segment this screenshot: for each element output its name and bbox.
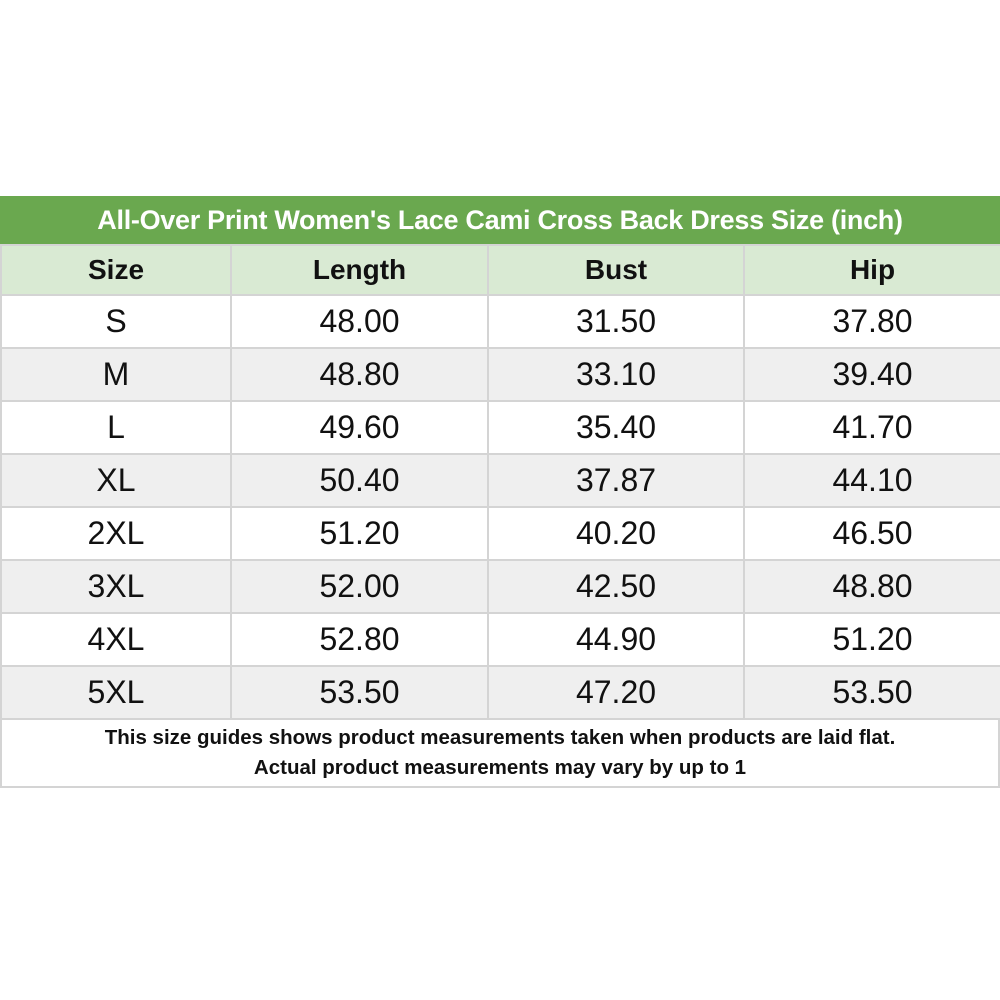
cell-size: 2XL [0,506,232,561]
cell-hip: 37.80 [743,294,1000,349]
table-row: 3XL 52.00 42.50 48.80 [0,559,1000,614]
cell-hip: 53.50 [743,665,1000,720]
cell-bust: 40.20 [487,506,745,561]
cell-length: 50.40 [230,453,489,508]
size-table: Size Length Bust Hip S 48.00 31.50 37.80 M 48… [0,244,1000,720]
table-row: M 48.80 33.10 39.40 [0,347,1000,402]
column-header-hip: Hip [743,244,1000,296]
cell-size: 5XL [0,665,232,720]
cell-length: 49.60 [230,400,489,455]
cell-length: 52.00 [230,559,489,614]
cell-size: XL [0,453,232,508]
cell-size: M [0,347,232,402]
cell-size: L [0,400,232,455]
cell-size: S [0,294,232,349]
cell-hip: 48.80 [743,559,1000,614]
cell-hip: 44.10 [743,453,1000,508]
cell-size: 3XL [0,559,232,614]
size-chart: All-Over Print Women's Lace Cami Cross B… [0,196,1000,788]
cell-length: 51.20 [230,506,489,561]
cell-bust: 35.40 [487,400,745,455]
table-row: 5XL 53.50 47.20 53.50 [0,665,1000,720]
column-header-size: Size [0,244,232,296]
cell-bust: 31.50 [487,294,745,349]
footer-line: This size guides shows product measureme… [104,726,896,749]
cell-bust: 33.10 [487,347,745,402]
cell-hip: 51.20 [743,612,1000,667]
cell-bust: 47.20 [487,665,745,720]
cell-bust: 44.90 [487,612,745,667]
cell-length: 53.50 [230,665,489,720]
cell-length: 52.80 [230,612,489,667]
cell-hip: 39.40 [743,347,1000,402]
cell-length: 48.80 [230,347,489,402]
table-row: L 49.60 35.40 41.70 [0,400,1000,455]
table-row: XL 50.40 37.87 44.10 [0,453,1000,508]
cell-bust: 42.50 [487,559,745,614]
footer-line: Actual product measurements may vary by … [253,756,747,779]
cell-hip: 41.70 [743,400,1000,455]
column-header-bust: Bust [487,244,745,296]
cell-size: 4XL [0,612,232,667]
table-row: S 48.00 31.50 37.80 [0,294,1000,349]
cell-hip: 46.50 [743,506,1000,561]
footer-note: This size guides shows product measureme… [0,720,1000,788]
cell-bust: 37.87 [487,453,745,508]
table-row: 2XL 51.20 40.20 46.50 [0,506,1000,561]
chart-title: All-Over Print Women's Lace Cami Cross B… [0,196,1000,244]
table-row: 4XL 52.80 44.90 51.20 [0,612,1000,667]
cell-length: 48.00 [230,294,489,349]
column-header-length: Length [230,244,489,296]
header-row: Size Length Bust Hip [0,244,1000,296]
